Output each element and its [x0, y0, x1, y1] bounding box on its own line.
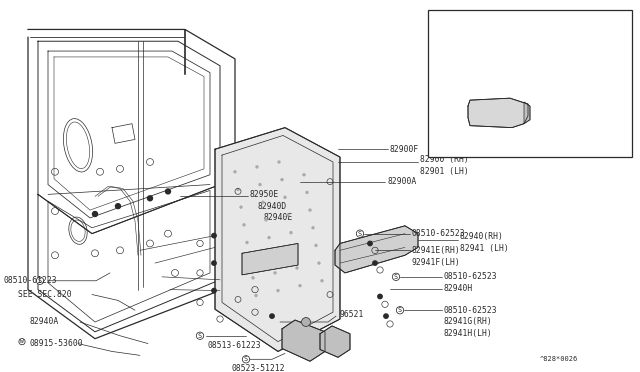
Circle shape [274, 272, 276, 274]
Text: 82900 (RH): 82900 (RH) [420, 154, 468, 164]
Text: 82940A: 82940A [30, 317, 60, 327]
Circle shape [268, 237, 270, 238]
Text: 82900A: 82900A [387, 177, 416, 186]
Circle shape [265, 219, 267, 221]
Circle shape [290, 232, 292, 234]
Text: 82901 (LH): 82901 (LH) [420, 167, 468, 176]
Circle shape [115, 204, 120, 209]
Circle shape [315, 244, 317, 246]
Circle shape [234, 171, 236, 173]
Circle shape [284, 196, 286, 198]
Circle shape [293, 249, 295, 251]
Text: S: S [398, 307, 402, 313]
Circle shape [318, 262, 320, 264]
Text: W: W [20, 339, 24, 344]
Circle shape [368, 241, 372, 246]
Text: 96521: 96521 [340, 310, 364, 319]
Text: 82940N: 82940N [479, 48, 508, 57]
Text: FROM JULY '88: FROM JULY '88 [434, 127, 497, 136]
Text: 08510-62523: 08510-62523 [412, 229, 466, 238]
Circle shape [312, 227, 314, 229]
Circle shape [278, 161, 280, 163]
Text: USA.E: USA.E [434, 20, 458, 29]
Circle shape [271, 254, 273, 256]
Text: 82940H: 82940H [444, 284, 473, 293]
Circle shape [301, 318, 310, 326]
Text: S: S [198, 333, 202, 339]
Text: 82941 (LH): 82941 (LH) [460, 244, 509, 253]
Polygon shape [215, 128, 340, 352]
Circle shape [306, 192, 308, 193]
Circle shape [256, 166, 258, 168]
Circle shape [372, 261, 377, 265]
Text: 92941F(LH): 92941F(LH) [412, 258, 461, 267]
Circle shape [262, 201, 264, 203]
Circle shape [243, 224, 245, 226]
Text: 08915-53600: 08915-53600 [30, 339, 84, 348]
Text: 82941H(LH): 82941H(LH) [444, 329, 493, 338]
Circle shape [287, 214, 289, 216]
Text: CAN.E: CAN.E [434, 32, 458, 41]
Circle shape [166, 189, 170, 194]
Circle shape [246, 241, 248, 243]
Text: S: S [38, 278, 42, 284]
Circle shape [237, 189, 239, 190]
Circle shape [281, 179, 283, 181]
Text: S: S [358, 231, 362, 237]
Text: 82940D: 82940D [258, 202, 287, 211]
Text: SEE SEC.820: SEE SEC.820 [18, 290, 72, 299]
Circle shape [299, 285, 301, 287]
Polygon shape [524, 102, 530, 124]
Polygon shape [282, 320, 325, 361]
Circle shape [321, 280, 323, 282]
Polygon shape [320, 326, 350, 357]
Text: 82900F: 82900F [390, 145, 419, 154]
Circle shape [277, 289, 279, 292]
Text: 08523-51212: 08523-51212 [232, 364, 285, 372]
Text: 82950E: 82950E [250, 190, 279, 199]
Circle shape [309, 209, 311, 211]
Circle shape [255, 295, 257, 296]
Circle shape [270, 314, 274, 318]
Circle shape [212, 288, 216, 293]
Circle shape [249, 259, 251, 261]
Bar [428, 10, 632, 157]
Text: 82941G(RH): 82941G(RH) [444, 317, 493, 327]
Text: ^828*0026: ^828*0026 [540, 356, 579, 362]
Text: 08510-62523: 08510-62523 [444, 306, 498, 315]
Circle shape [303, 174, 305, 176]
Circle shape [296, 267, 298, 269]
Text: S: S [394, 274, 398, 280]
Polygon shape [242, 243, 298, 275]
Text: 82940(RH): 82940(RH) [460, 232, 504, 241]
Text: 82940E: 82940E [264, 214, 293, 222]
Text: S: S [244, 356, 248, 362]
Circle shape [212, 234, 216, 238]
Circle shape [93, 212, 97, 217]
Text: 08510-62523: 08510-62523 [444, 272, 498, 281]
Text: 08513-61223: 08513-61223 [208, 341, 262, 350]
Polygon shape [335, 226, 418, 273]
Circle shape [147, 196, 152, 201]
Circle shape [252, 277, 254, 279]
Circle shape [240, 206, 242, 208]
Text: 08510-61223: 08510-61223 [3, 276, 56, 285]
Circle shape [259, 183, 261, 186]
Circle shape [378, 294, 382, 299]
Text: 82941E(RH): 82941E(RH) [412, 246, 461, 255]
Circle shape [212, 261, 216, 265]
Polygon shape [468, 98, 528, 128]
Circle shape [384, 314, 388, 318]
